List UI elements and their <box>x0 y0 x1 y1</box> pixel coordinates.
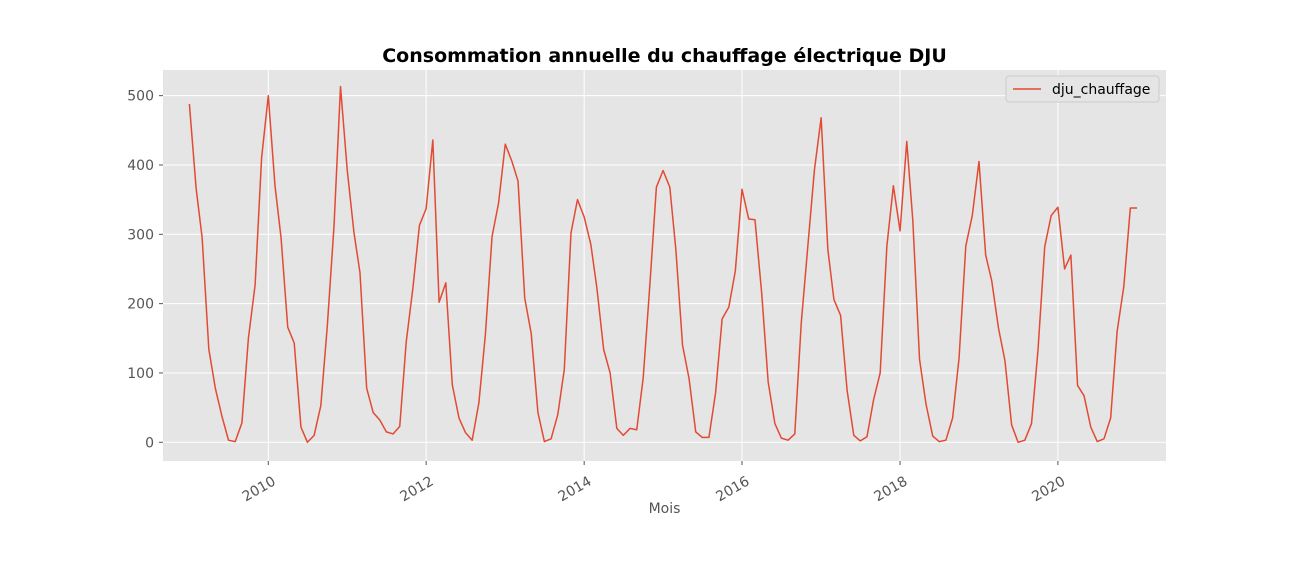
x-tick-label-2018: 2018 <box>871 474 910 506</box>
series-layer <box>188 85 1138 444</box>
x-tick-label-2016: 2016 <box>713 473 752 505</box>
y-tick-label-200: 200 <box>127 297 154 313</box>
grid <box>163 70 1166 461</box>
legend-entry-dju-chauffage: dju_chauffage <box>1052 82 1150 98</box>
x-tick-label-2010: 2010 <box>240 474 279 506</box>
legend: dju_chauffage <box>1005 75 1160 103</box>
chart-title: Consommation annuelle du chauffage élect… <box>382 45 947 67</box>
y-tick-label-500: 500 <box>127 89 154 105</box>
y-tick-label-0: 0 <box>145 435 154 451</box>
y-tick-label-400: 400 <box>127 158 154 174</box>
x-axis: 2010 2012 2014 2016 2018 2020 <box>240 461 1068 505</box>
y-axis: 0 100 200 300 400 500 <box>127 89 163 451</box>
x-tick-label-2014: 2014 <box>556 473 595 505</box>
y-tick-label-300: 300 <box>127 227 154 243</box>
x-tick-label-2012: 2012 <box>398 474 437 506</box>
series-line-dju-chauffage <box>188 85 1138 444</box>
legend-box <box>1005 75 1160 103</box>
plot-background <box>163 70 1166 461</box>
y-tick-label-100: 100 <box>127 366 154 382</box>
x-axis-label: Mois <box>649 501 681 517</box>
x-tick-label-2020: 2020 <box>1029 474 1068 506</box>
